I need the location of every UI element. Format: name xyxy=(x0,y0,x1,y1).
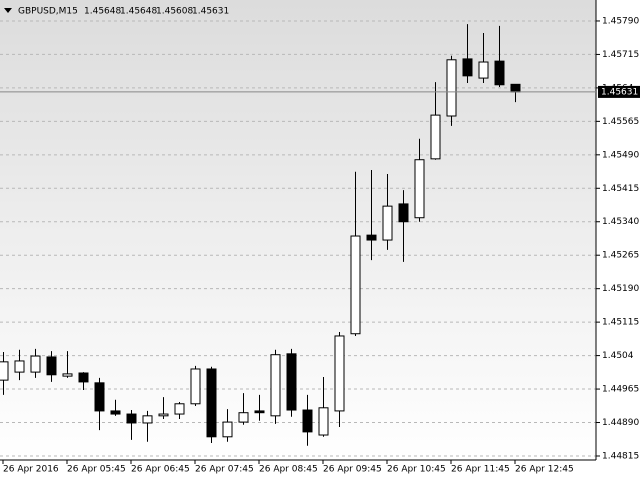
candle-body xyxy=(142,415,153,424)
price-tag xyxy=(598,85,640,98)
y-tick-label: 1.45340 xyxy=(602,217,639,227)
ohlc-low: 1.45608 xyxy=(156,7,193,17)
candle-body xyxy=(94,382,105,412)
ohlc-high: 1.45648 xyxy=(120,7,157,17)
ohlc-close: 1.45631 xyxy=(192,7,229,17)
candle-body xyxy=(430,114,441,160)
y-tick-label: 1.44815 xyxy=(602,451,639,461)
candle-body xyxy=(30,355,41,373)
candle-body xyxy=(366,234,377,241)
candle-body xyxy=(46,356,57,376)
candle-body xyxy=(510,83,521,93)
y-tick-label: 1.44965 xyxy=(602,385,639,395)
y-tick-label: 1.45715 xyxy=(602,50,639,60)
x-tick-label: 26 Apr 10:45 xyxy=(387,465,446,475)
candle-body xyxy=(446,59,457,117)
candle-body xyxy=(318,407,329,436)
candle-body xyxy=(254,410,265,414)
candle-body xyxy=(350,235,361,335)
candle-body xyxy=(158,413,169,417)
candle-body xyxy=(0,361,9,381)
candle-body xyxy=(478,61,489,79)
candle-body xyxy=(190,368,201,405)
candle-body xyxy=(14,360,25,373)
candle-body xyxy=(398,203,409,223)
x-tick-label: 26 Apr 2016 xyxy=(3,465,59,475)
candle-body xyxy=(382,205,393,241)
candles xyxy=(0,24,521,446)
ohlc-open: 1.45648 xyxy=(84,7,121,17)
chart-title: GBPUSD,M15 xyxy=(18,7,78,17)
candle-body xyxy=(414,159,425,219)
candle-body xyxy=(238,412,249,423)
candle-body xyxy=(302,409,313,433)
y-tick-label: 1.4504 xyxy=(602,351,634,361)
candle-body xyxy=(494,60,505,86)
y-tick-label: 1.45490 xyxy=(602,150,639,160)
candle-body xyxy=(462,58,473,77)
y-tick-label: 1.45265 xyxy=(602,251,639,261)
menu-arrow[interactable] xyxy=(4,8,12,13)
y-tick-label: 1.45565 xyxy=(602,117,639,127)
price-tag-label: 1.45631 xyxy=(601,87,638,97)
x-tick-label: 26 Apr 08:45 xyxy=(259,465,318,475)
y-tick-label: 1.45190 xyxy=(602,284,639,294)
x-tick-label: 26 Apr 11:45 xyxy=(451,465,510,475)
candle-body xyxy=(174,403,185,415)
x-tick-label: 26 Apr 06:45 xyxy=(131,465,190,475)
y-tick-label: 1.45790 xyxy=(602,16,639,26)
candle-body xyxy=(78,372,89,383)
x-tick-label: 26 Apr 09:45 xyxy=(323,465,382,475)
candle-body xyxy=(126,413,137,424)
x-tick-label: 26 Apr 05:45 xyxy=(67,465,126,475)
x-tick-label: 26 Apr 07:45 xyxy=(195,465,254,475)
plot-area xyxy=(0,0,596,460)
candle-body xyxy=(62,373,73,377)
y-tick-label: 1.44890 xyxy=(602,418,639,428)
candle-body xyxy=(110,410,121,415)
candle-body xyxy=(222,421,233,438)
candle-body xyxy=(206,368,217,438)
y-tick-label: 1.45415 xyxy=(602,184,639,194)
candle-body xyxy=(270,354,281,417)
y-tick-label: 1.45115 xyxy=(602,318,639,328)
x-tick-label: 26 Apr 12:45 xyxy=(515,465,574,475)
candle-body xyxy=(334,335,345,412)
candle-body xyxy=(286,353,297,411)
